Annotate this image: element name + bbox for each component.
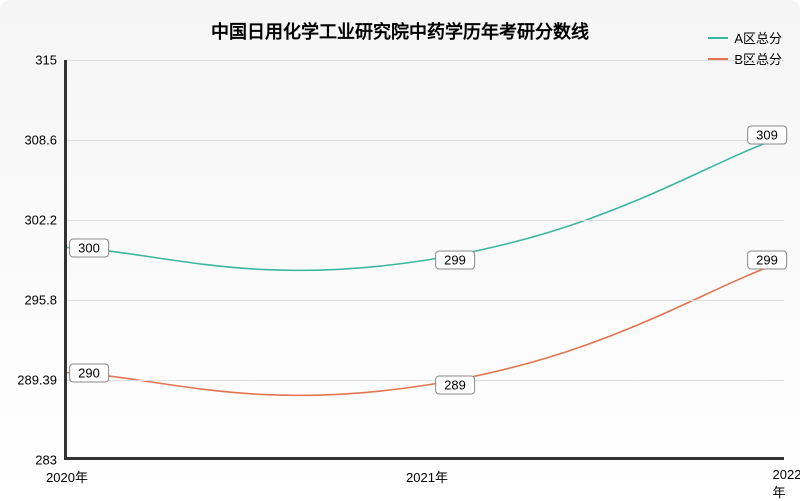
gridline	[67, 300, 784, 301]
x-axis-label: 2020年	[46, 457, 88, 486]
chart-title: 中国日用化学工业研究院中药学历年考研分数线	[0, 18, 800, 44]
y-axis-label: 308.6	[24, 133, 67, 148]
point-label: 299	[435, 251, 475, 270]
series-line	[67, 135, 787, 270]
y-axis-label: 295.8	[24, 293, 67, 308]
x-axis-label: 2021年	[406, 457, 448, 486]
legend-label: A区总分	[734, 28, 782, 47]
point-label: 299	[747, 251, 787, 270]
point-label: 289	[435, 376, 475, 395]
plot-area: 283289.39295.8302.2308.63152020年2021年202…	[64, 60, 784, 460]
gridline	[67, 60, 784, 61]
gridline	[67, 380, 784, 381]
gridline	[67, 140, 784, 141]
legend-item: A区总分	[708, 28, 782, 47]
legend-swatch-0	[708, 37, 728, 39]
x-axis-label: 2022年	[773, 457, 800, 501]
series-line	[67, 260, 787, 395]
point-label: 309	[747, 126, 787, 145]
point-label: 300	[69, 238, 109, 257]
line-layer	[67, 60, 784, 457]
y-axis-label: 315	[35, 53, 67, 68]
point-label: 290	[69, 363, 109, 382]
gridline	[67, 220, 784, 221]
y-axis-label: 302.2	[24, 213, 67, 228]
chart-container: 中国日用化学工业研究院中药学历年考研分数线 A区总分 B区总分 283289.3…	[0, 0, 800, 500]
y-axis-label: 289.39	[17, 373, 67, 388]
